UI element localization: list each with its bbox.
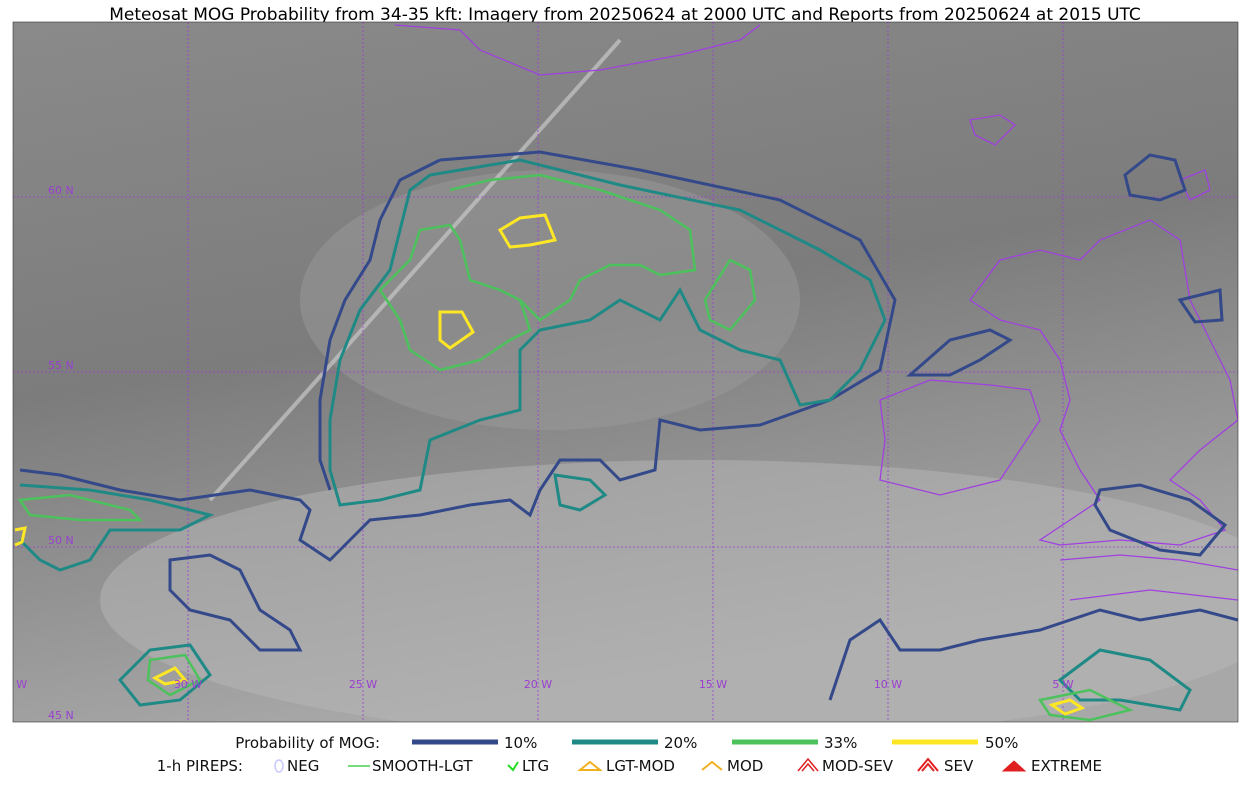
coastline	[879, 379, 1041, 496]
lat-label: 55 N	[48, 359, 74, 372]
map-frame	[12, 21, 1239, 723]
legend-item: LGT-MOD	[606, 757, 675, 775]
legend-title: 1-h PIREPS:	[157, 757, 243, 775]
contour-33	[1037, 688, 1134, 722]
contour-50	[1048, 698, 1086, 716]
legend-item: SEV	[944, 757, 974, 775]
contour-10	[19, 150, 897, 562]
coastline	[1179, 169, 1211, 201]
coastline	[1059, 554, 1238, 601]
pireps-legend: 1-h PIREPS: NEG SMOOTH-LGT LTG LGT-MOD M…	[157, 757, 1102, 775]
contour-50	[151, 666, 188, 686]
legend-item: 20%	[664, 734, 697, 752]
lon-label: 35 W	[0, 678, 27, 691]
legend-item: 33%	[824, 734, 857, 752]
legend-item: MOD	[727, 757, 763, 775]
pirep-icon	[507, 761, 519, 772]
legend-item: 10%	[504, 734, 537, 752]
contour-33	[146, 653, 202, 697]
contour-20	[117, 643, 212, 707]
legend-item: EXTREME	[1031, 757, 1102, 775]
cloud-band	[300, 170, 800, 430]
lat-label: 60 N	[48, 184, 74, 197]
contour-50	[438, 310, 475, 350]
probability-legend: Probability of MOG: 10% 20% 33% 50%	[235, 734, 1018, 752]
legend-item: 50%	[985, 734, 1018, 752]
contour-20	[1057, 648, 1192, 712]
lon-label: 20 W	[524, 678, 552, 691]
pirep-icon	[701, 760, 723, 771]
contour-50	[14, 526, 27, 547]
contour-33	[17, 493, 144, 522]
contour-10	[828, 608, 1238, 701]
coastline	[969, 114, 1017, 146]
contours	[14, 150, 1238, 722]
legend-title: Probability of MOG:	[235, 734, 380, 752]
legend-item: NEG	[287, 757, 319, 775]
lon-label: 5 W	[1052, 678, 1073, 691]
contrail	[208, 38, 622, 502]
contour-10	[1177, 288, 1224, 324]
pirep-icon	[274, 759, 284, 773]
cloud-band	[100, 460, 1238, 722]
contour-50	[497, 213, 558, 249]
legend-item: SMOOTH-LGT	[372, 757, 473, 775]
contour-33	[378, 173, 697, 372]
contour-10	[1093, 483, 1228, 557]
map-area: 60 N 55 N 50 N 45 N 35 W 30 W 25 W 20 W …	[0, 22, 1238, 722]
contour-10	[318, 158, 441, 491]
contour-20	[328, 158, 887, 507]
contour-33	[703, 258, 757, 332]
contour-20	[553, 473, 608, 512]
lon-label: 30 W	[174, 678, 202, 691]
contour-10	[168, 553, 303, 652]
lat-label: 45 N	[48, 709, 74, 722]
pirep-icon	[797, 757, 819, 772]
legend-item: LTG	[522, 757, 549, 775]
coastline	[394, 24, 761, 76]
contour-10	[906, 328, 1013, 377]
lon-label: 10 W	[874, 678, 902, 691]
contour-10	[1123, 153, 1187, 202]
pirep-icon	[1001, 760, 1027, 772]
lon-label: 25 W	[349, 678, 377, 691]
legend-item: MOD-SEV	[822, 757, 894, 775]
pirep-icon	[577, 760, 603, 771]
contour-20	[18, 483, 215, 572]
lon-label: 15 W	[699, 678, 727, 691]
title: Meteosat MOG Probability from 34-35 kft:…	[109, 5, 1141, 25]
pirep-icon	[917, 757, 939, 772]
lat-label: 50 N	[48, 534, 74, 547]
